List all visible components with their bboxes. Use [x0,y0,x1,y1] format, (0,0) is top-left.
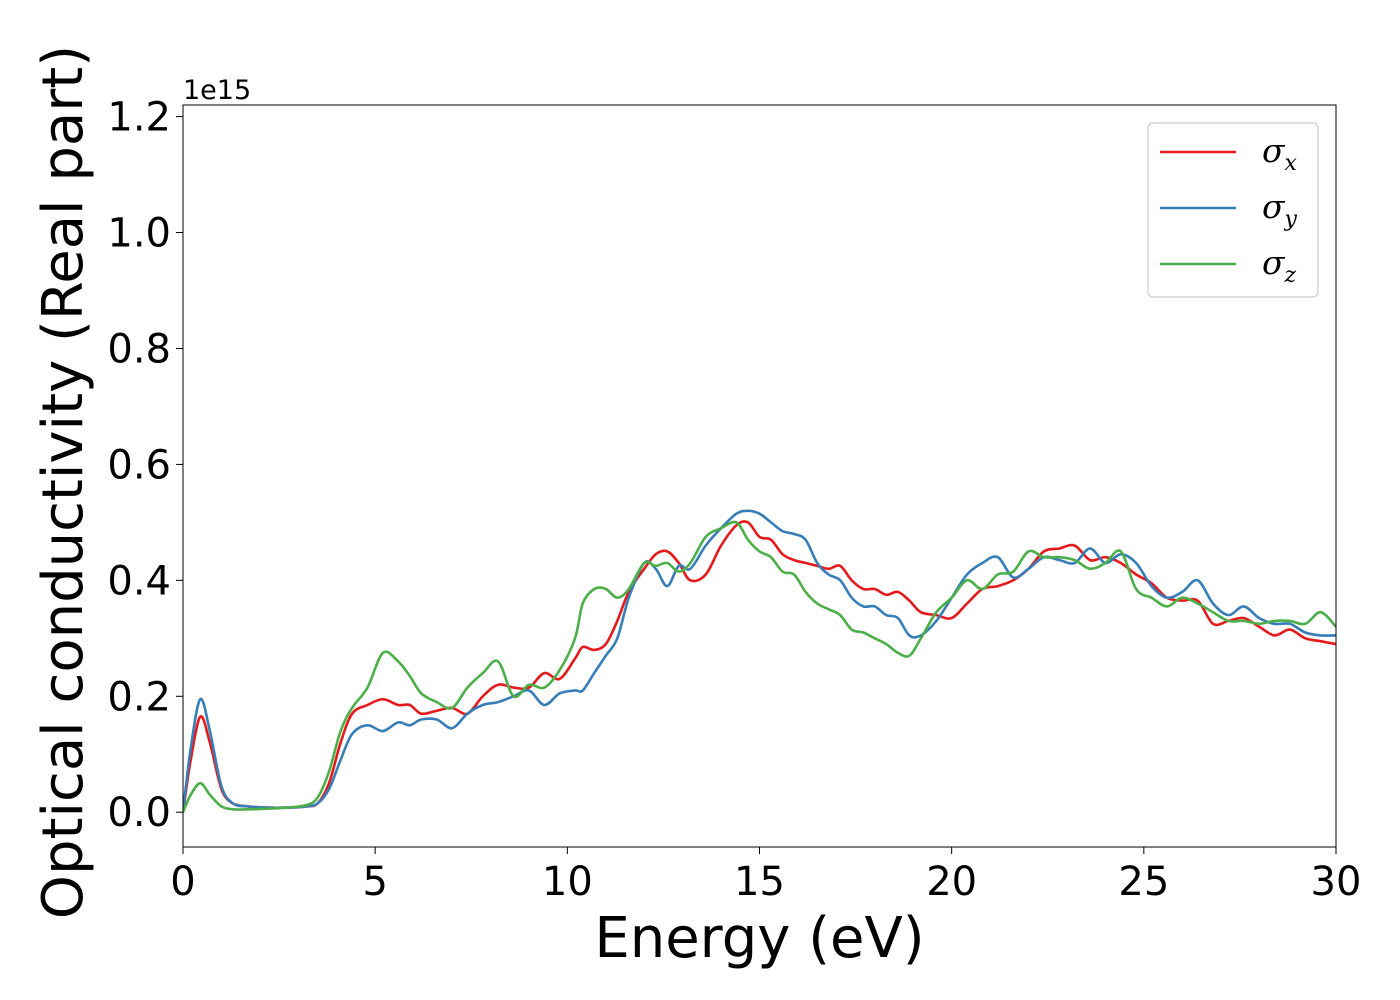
y-tick-label: 0.0 [107,790,171,836]
series-line-z [183,520,1336,813]
y-axis-ticks: 0.0 0.2 0.4 0.6 0.8 1.0 1.2 [107,95,183,836]
legend-box [1147,122,1319,298]
y-tick-label: 0.4 [107,558,171,604]
legend: σx σy σz [1147,122,1319,298]
series-line-x [183,520,1336,813]
x-tick-label: 15 [734,859,785,905]
y-tick-label: 0.6 [107,442,171,488]
series-line-y [183,509,1336,813]
x-tick-label: 30 [1311,859,1362,905]
x-axis-ticks: 0 5 10 15 20 25 30 [170,847,1361,905]
series-layer [183,509,1336,813]
x-tick-label: 5 [362,859,387,905]
y-axis-offset-label: 1e15 [183,75,251,106]
x-tick-label: 0 [170,859,195,905]
y-tick-label: 0.8 [107,326,171,372]
y-tick-label: 1.2 [107,95,171,141]
y-tick-label: 0.2 [107,674,171,720]
x-tick-label: 10 [542,859,593,905]
legend-label-x: σx [1262,131,1298,176]
y-axis-label: Optical conductivity (Real part) [31,45,96,919]
x-axis-label: Energy (eV) [594,906,924,971]
legend-label-y: σy [1262,187,1298,232]
y-tick-label: 1.0 [107,211,171,257]
x-tick-label: 20 [926,859,977,905]
legend-label-z: σz [1262,243,1297,288]
x-tick-label: 25 [1118,859,1169,905]
